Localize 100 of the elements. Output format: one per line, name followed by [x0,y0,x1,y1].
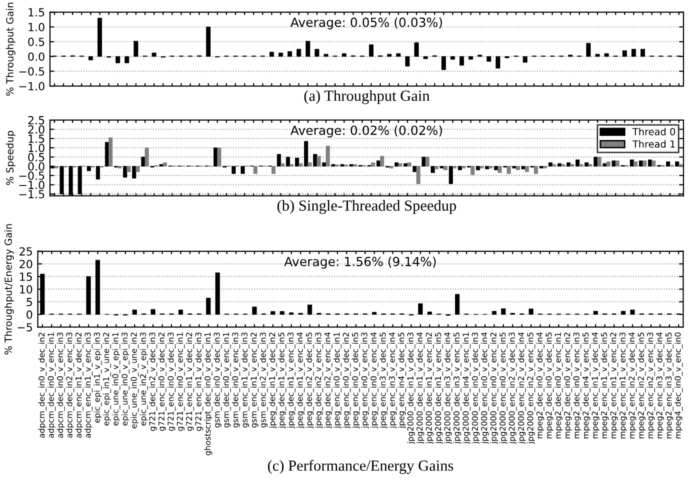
bar [288,51,292,57]
x-tick-label: g721_enc_in0_v_enc_in1 [176,332,185,431]
x-tick-label: jpg2000_enc_in2_v_dec_in3 [508,332,517,444]
x-tick-label: mpeg2_dec_in0_v_enc_in2 [564,332,572,438]
bar [369,44,374,57]
bar [522,56,528,63]
bar [501,308,506,315]
x-tick-label: jpeg_enc_in0_v_dec_in5 [352,332,360,428]
bar [416,166,420,184]
y-tick-label: 25 [20,247,32,256]
bar [387,54,392,57]
bar [642,160,647,166]
bar [95,260,100,315]
y-tick-label: 1.5 [28,8,44,17]
bar [116,56,120,64]
x-tick-label: gsm_enc_in2_v_dec_in3 [260,332,268,428]
bar [594,156,598,166]
bar [425,156,430,166]
bar [206,298,211,315]
x-tick-label: jpg2000_enc_in0_v_dec_in4 [480,332,489,444]
bar [396,53,401,57]
bar [298,163,303,166]
x-tick-label: jpeg_enc_in0_v_enc_in4 [370,332,378,428]
x-tick-label: epic_epi_in1_v_une_in2 [102,332,111,426]
x-tick-label: g721_dec_in2_v_dec_in3 [149,332,158,431]
x-axis-title: (c) Performance/Energy Gains [268,460,454,474]
bar [215,272,220,315]
y-tick-label: −1.0 [19,82,44,90]
x-tick-label: mpeg2_dec_in0_v_enc_in3 [573,332,582,438]
bar [306,40,310,57]
bar [443,166,448,170]
y-tick-label: 1.5 [28,134,44,143]
bar [498,166,502,173]
bar [534,166,538,174]
bar [108,137,113,166]
x-tick-label: epic_une_in2_v_epi_in3 [140,332,148,426]
bar [630,310,635,315]
x-tick-label: adpcm_dec_in0_v_dec_in2 [38,332,46,438]
bar [132,166,136,178]
x-tick-label: epic_une_in0_v_une_in2 [130,332,139,428]
x-tick-label: jpeg_dec_in1_v_enc_in4 [296,332,305,428]
x-tick-label: epic_une_in0_v_epi_in1 [112,332,120,426]
x-axis-title: (a) Throughput Gain [304,90,430,104]
x-tick-label: mpeg4_dec_in0_v_enc_in0 [674,332,683,438]
bar [566,162,571,166]
bar [217,148,222,166]
y-tick-label: 0.5 [28,153,44,162]
bar [232,166,236,174]
bar [666,161,670,166]
bar [427,312,432,315]
x-tick-label: mpeg2_enc_in1_v_dec_in4 [592,332,600,438]
bar [371,162,376,166]
bar [675,161,680,166]
bar [458,166,462,170]
x-tick-label: jpg2000_enc_in0_v_dec_in3 [472,332,480,444]
x-tick-label: g721_enc_in1_v_dec_in3 [195,332,204,431]
bar [270,311,276,315]
x-tick-label: g721_enc_in0_v_dec_in3 [167,332,176,431]
bar [470,166,475,175]
x-tick-label: mpeg2_enc_in2_v_dec_in4 [628,332,636,438]
y-tick-label: 15 [20,272,32,281]
bar [448,166,453,184]
x-tick-label: jpeg_dec_in1_v_dec_in2 [268,332,277,428]
bar [240,166,245,174]
bar [460,56,464,66]
bar [123,166,128,178]
bar [528,308,534,315]
x-tick-label: mpeg2_enc_in3_v_dec_in4 [656,332,664,438]
bar [422,156,426,166]
y-tick-label: 5 [26,298,32,306]
x-tick-label: mpeg2_enc_in1_v_enc_in3 [619,332,628,438]
x-tick-label: mpeg2_enc_in1_v_dec_in5 [600,332,609,438]
bar [342,53,346,57]
bar [280,311,284,315]
bar [468,56,474,60]
x-tick-label: jpeg_dec_in2_v_dec_in5 [306,332,314,428]
bar [150,309,156,315]
x-tick-label: jpg2000_dec_in1_v_enc_in5 [434,332,443,444]
x-tick-label: adpcm_enc_in1_v_enc_in3 [84,332,93,438]
x-tick-label: epic_une_in0_v_epi_in3 [121,332,130,426]
y-tick-label: 0.0 [28,52,44,61]
bar [314,48,320,57]
bar [441,56,446,70]
bar [576,160,580,166]
x-tick-label: jpeg_enc_in0_v_enc_in3 [361,332,370,428]
bar [178,310,183,315]
x-tick-label: mpeg2_enc_in3_v_dec_in5 [665,332,674,438]
bar [88,56,93,60]
x-tick-label: jpg2000_dec_in3_v_enc_in5 [453,332,462,444]
x-tick-label: mpeg2_enc_in1_v_enc_in2 [610,332,618,438]
bar [455,294,460,315]
x-tick-label: jpeg_dec_in1_v_enc_in3 [287,332,296,428]
bar [313,154,318,166]
x-tick-label: jpeg_dec_in1_v_dec_in5 [278,332,286,428]
bar [276,154,281,166]
bar [652,160,656,166]
y-tick-label: 2.0 [28,125,44,134]
x-tick-label: jpeg_enc_in3_v_enc_in4 [388,332,397,428]
bar [630,160,634,166]
bar [141,156,146,166]
